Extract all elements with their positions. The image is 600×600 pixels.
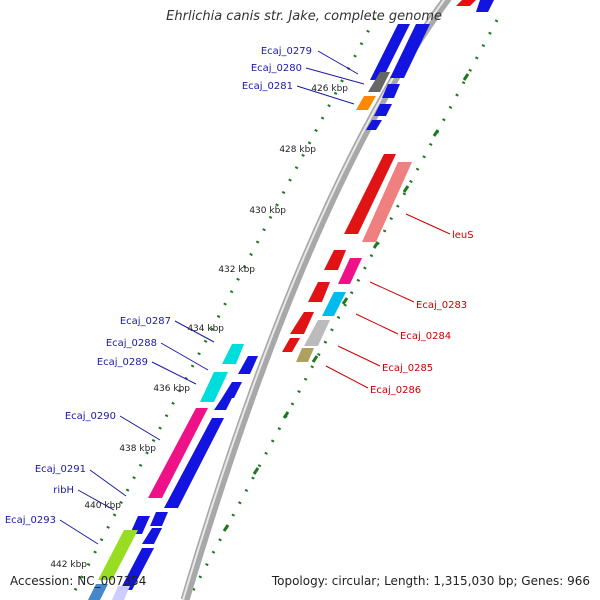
gene-blue-top[interactable] bbox=[390, 24, 430, 78]
gene-blue-436a[interactable] bbox=[222, 382, 242, 398]
ruler-label-434: 434 kbp bbox=[187, 324, 224, 334]
genome-summary-text: Topology: circular; Length: 1,315,030 bp… bbox=[271, 574, 590, 588]
gene-ecaj-0291-block[interactable] bbox=[150, 512, 168, 526]
forward-genes bbox=[88, 0, 494, 600]
gene-red-432b[interactable] bbox=[308, 282, 330, 302]
gene-label-ecaj-0279[interactable]: Ecaj_0279 bbox=[261, 46, 312, 57]
outer-dot-ring bbox=[186, 19, 499, 600]
ruler-label-426: 426 kbp bbox=[311, 84, 348, 94]
gene-blue-438[interactable] bbox=[164, 418, 224, 508]
gene-label-ecaj-0288[interactable]: Ecaj_0288 bbox=[106, 338, 157, 349]
right-label-connectors bbox=[325, 213, 451, 389]
gene-label-ecaj-0285[interactable]: Ecaj_0285 bbox=[382, 363, 433, 374]
gene-label-ecaj-0281[interactable]: Ecaj_0281 bbox=[242, 81, 293, 92]
gene-ecaj-0285-block[interactable] bbox=[304, 320, 330, 346]
gene-small-blue-1[interactable] bbox=[382, 84, 400, 98]
gene-label-ribh[interactable]: ribH bbox=[53, 485, 74, 496]
gene-leus-block[interactable] bbox=[362, 162, 412, 242]
gene-label-ecaj-0290[interactable]: Ecaj_0290 bbox=[65, 411, 116, 422]
gene-small-blue-3[interactable] bbox=[366, 120, 382, 130]
gene-red-434a[interactable] bbox=[290, 312, 314, 334]
gene-labels-right: leuS Ecaj_0283 Ecaj_0284 Ecaj_0285 Ecaj_… bbox=[370, 230, 474, 396]
gene-red-432a[interactable] bbox=[324, 250, 346, 270]
accession-text: Accession: NC_007354 bbox=[10, 574, 147, 588]
gene-label-ecaj-0291[interactable]: Ecaj_0291 bbox=[35, 464, 86, 475]
gene-red-434b[interactable] bbox=[282, 338, 300, 352]
ruler-label-442: 442 kbp bbox=[50, 560, 87, 570]
gene-ecaj-0290-block[interactable] bbox=[148, 408, 208, 498]
gene-top-right[interactable] bbox=[476, 0, 494, 12]
gene-blue-440[interactable] bbox=[142, 528, 162, 544]
gene-ecaj-0279-block[interactable] bbox=[370, 24, 410, 80]
gene-blue-436b[interactable] bbox=[214, 398, 232, 410]
ruler-label-440: 440 kbp bbox=[84, 501, 121, 511]
gene-label-ecaj-0287[interactable]: Ecaj_0287 bbox=[120, 316, 171, 327]
left-label-connectors bbox=[59, 50, 365, 545]
ruler-label-430: 430 kbp bbox=[249, 206, 286, 216]
gene-label-ecaj-0289[interactable]: Ecaj_0289 bbox=[97, 357, 148, 368]
map-title: Ehrlichia canis str. Jake, complete geno… bbox=[166, 9, 442, 24]
gene-label-ecaj-0280[interactable]: Ecaj_0280 bbox=[251, 63, 302, 74]
gene-small-blue-2[interactable] bbox=[374, 104, 392, 116]
gene-ecaj-0287-block[interactable] bbox=[222, 344, 244, 364]
gene-blue-434[interactable] bbox=[238, 356, 258, 374]
outer-ring-ticks bbox=[222, 73, 470, 532]
gene-leus-a[interactable] bbox=[344, 154, 396, 234]
gene-ecaj-0281-block[interactable] bbox=[356, 96, 376, 110]
gene-label-leus[interactable]: leuS bbox=[452, 230, 474, 241]
gene-ecaj-0284-block[interactable] bbox=[322, 292, 346, 316]
gene-top-red[interactable] bbox=[456, 0, 476, 6]
ruler-label-438: 438 kbp bbox=[119, 444, 156, 454]
gene-ribh-block[interactable] bbox=[130, 516, 150, 534]
ruler-labels: 426 kbp 428 kbp 430 kbp 432 kbp 434 kbp … bbox=[50, 84, 348, 570]
gene-bottom-edge[interactable] bbox=[88, 584, 108, 600]
gene-ecaj-0280-block[interactable] bbox=[368, 72, 390, 92]
gene-labels-left: Ecaj_0279 Ecaj_0280 Ecaj_0281 Ecaj_0287 … bbox=[5, 46, 312, 526]
gene-label-ecaj-0286[interactable]: Ecaj_0286 bbox=[370, 385, 421, 396]
gene-label-ecaj-0293[interactable]: Ecaj_0293 bbox=[5, 515, 56, 526]
gene-ecaj-0283-block[interactable] bbox=[338, 258, 362, 284]
reverse-genes bbox=[282, 0, 476, 362]
ruler-label-428: 428 kbp bbox=[279, 145, 316, 155]
gene-label-ecaj-0284[interactable]: Ecaj_0284 bbox=[400, 331, 451, 342]
gene-ecaj-0289-block[interactable] bbox=[200, 372, 228, 402]
gene-ecaj-0293-block[interactable] bbox=[98, 530, 138, 580]
inner-dot-ring bbox=[68, 17, 377, 600]
gene-label-ecaj-0283[interactable]: Ecaj_0283 bbox=[416, 300, 467, 311]
gene-blue-442[interactable] bbox=[120, 548, 154, 590]
gene-bottom-edge-2[interactable] bbox=[112, 586, 130, 600]
ruler-label-432: 432 kbp bbox=[218, 265, 255, 275]
ruler-label-436: 436 kbp bbox=[153, 384, 190, 394]
gene-ecaj-0286-block[interactable] bbox=[296, 348, 314, 362]
